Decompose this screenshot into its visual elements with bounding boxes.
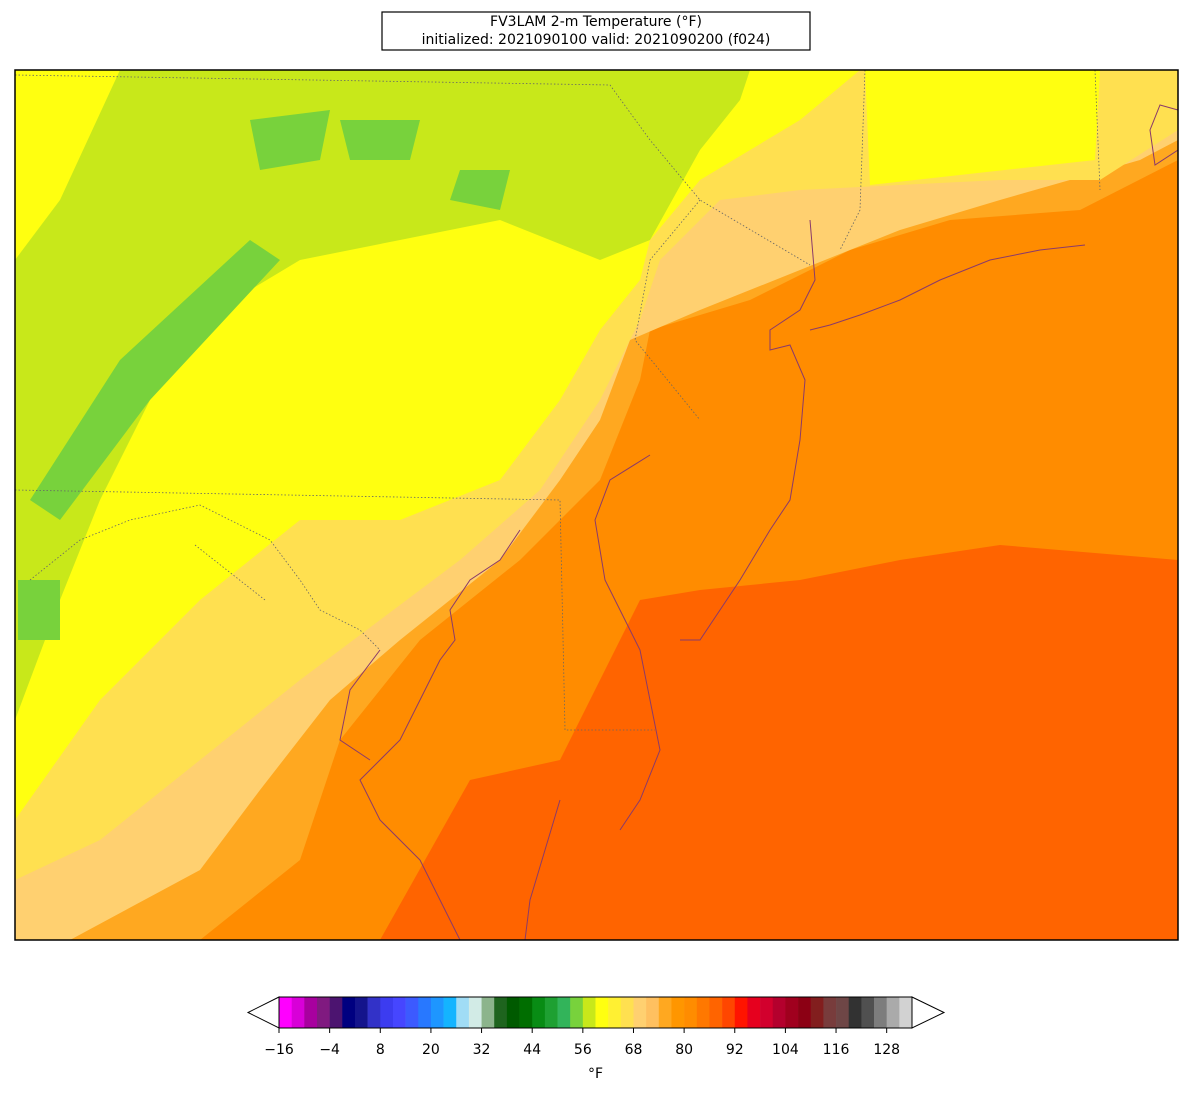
colorbar-bin	[899, 997, 913, 1028]
colorbar-tick-label: 80	[675, 1042, 693, 1058]
colorbar-bin	[671, 997, 685, 1028]
colorbar-bin	[532, 997, 546, 1028]
colorbar-bin	[620, 997, 634, 1028]
title: FV3LAM 2-m Temperature (°F)	[490, 14, 702, 30]
colorbar-tick-label: 32	[473, 1042, 491, 1058]
colorbar-bin	[443, 997, 457, 1028]
colorbar-tick-label: 56	[574, 1042, 592, 1058]
colorbar-bin	[646, 997, 660, 1028]
colorbar-bin	[316, 997, 330, 1028]
colorbar-bin	[823, 997, 837, 1028]
coastline	[339, 104, 1178, 940]
colorbar-bin	[392, 997, 406, 1028]
colorbar-bin	[342, 997, 356, 1028]
colorbar-bin	[519, 997, 533, 1028]
colorbar-tick-label: 128	[873, 1042, 900, 1058]
colorbar-bin	[785, 997, 799, 1028]
temp-field	[450, 170, 510, 210]
colorbar-bin	[608, 997, 622, 1028]
colorbar-extend-low	[246, 996, 280, 1029]
colorbar-bin	[354, 997, 368, 1028]
temp-field	[865, 70, 1100, 185]
colorbar-tick-label: 68	[625, 1042, 643, 1058]
colorbar-tick-label: −16	[264, 1042, 294, 1058]
colorbar-bin	[494, 997, 508, 1028]
colorbar-bin	[544, 997, 558, 1028]
colorbar-bin	[557, 997, 571, 1028]
colorbar-bin	[861, 997, 875, 1028]
colorbar-bin	[722, 997, 736, 1028]
colorbar-bin	[684, 997, 698, 1028]
colorbar-bin	[874, 997, 887, 1028]
colorbar-tick-label: 92	[726, 1042, 744, 1058]
colorbar-bin	[304, 997, 318, 1028]
colorbar-bin	[291, 997, 305, 1028]
map	[15, 70, 1178, 940]
colorbar-bin	[747, 997, 761, 1028]
colorbar-bin	[418, 997, 432, 1028]
colorbar-bin	[430, 997, 444, 1028]
colorbar-bin	[810, 997, 824, 1028]
colorbar-bin	[709, 997, 723, 1028]
temp-field	[18, 580, 60, 640]
colorbar-tick-label: 104	[772, 1042, 799, 1058]
colorbar-bin	[380, 997, 394, 1028]
colorbar-bin	[468, 997, 482, 1028]
colorbar-bin	[633, 997, 647, 1028]
title-box	[381, 11, 811, 51]
temp-field	[15, 70, 750, 720]
temp-field	[15, 70, 120, 260]
colorbar-frame	[278, 996, 913, 1029]
colorbar-bin	[279, 997, 292, 1028]
temp-field	[30, 240, 280, 520]
subtitle: initialized: 2021090100 valid: 202109020…	[422, 32, 771, 48]
colorbar-bin	[456, 997, 470, 1028]
colorbar-tick-label: 8	[376, 1042, 385, 1058]
colorbar-bin	[329, 997, 343, 1028]
colorbar-label: °F	[588, 1066, 603, 1082]
colorbar-bin	[848, 997, 862, 1028]
colorbar-tick-label: 44	[523, 1042, 541, 1058]
colorbar-bin	[582, 997, 596, 1028]
colorbar-bin	[696, 997, 710, 1028]
colorbar-tick-label: 116	[823, 1042, 850, 1058]
colorbar-bin	[836, 997, 849, 1028]
colorbar-extend-high	[911, 996, 946, 1029]
map-frame	[14, 69, 1179, 941]
state-borders	[15, 70, 1101, 731]
colorbar-bin	[595, 997, 609, 1028]
colorbar-bin	[658, 997, 672, 1028]
temp-field	[340, 120, 420, 160]
colorbar-tick-label: −4	[319, 1042, 340, 1058]
colorbar-bin	[760, 997, 774, 1028]
colorbar-bin	[798, 997, 812, 1028]
colorbar-bin	[570, 997, 584, 1028]
colorbar-bin	[772, 997, 786, 1028]
colorbar-tick-label: 20	[422, 1042, 440, 1058]
colorbar-bin	[481, 997, 495, 1028]
colorbar-bin	[506, 997, 520, 1028]
colorbar-bin	[886, 997, 900, 1028]
colorbar-bin	[734, 997, 748, 1028]
colorbar-bin	[405, 997, 419, 1028]
colorbar-bin	[367, 997, 381, 1028]
temp-field	[250, 110, 330, 170]
